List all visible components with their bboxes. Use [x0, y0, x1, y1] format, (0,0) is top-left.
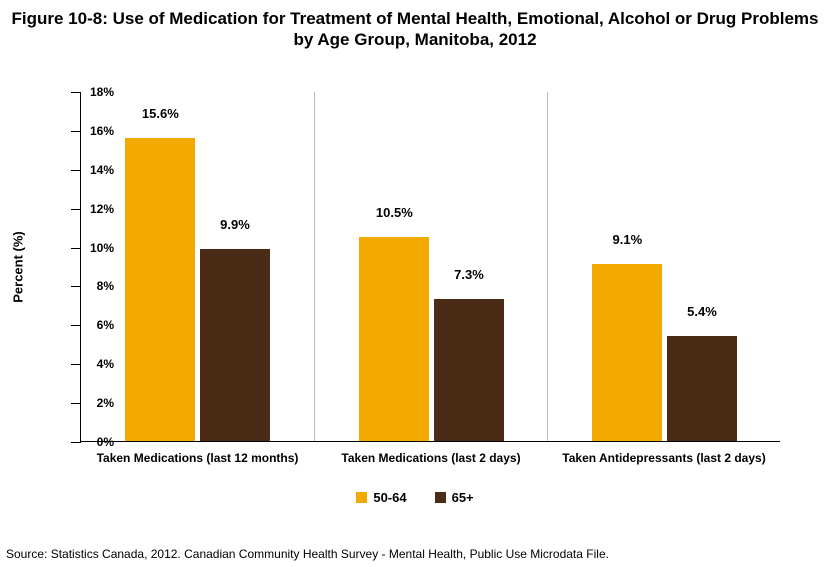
bar [359, 237, 429, 441]
y-tick-label: 12% [90, 202, 114, 216]
y-tick [71, 170, 81, 171]
y-tick-label: 4% [97, 357, 114, 371]
y-tick [71, 364, 81, 365]
y-tick-label: 18% [90, 85, 114, 99]
y-tick [71, 209, 81, 210]
bar [125, 138, 195, 441]
legend-item: 50-64 [356, 490, 406, 505]
legend-item: 65+ [435, 490, 474, 505]
bar-group: 10.5%7.3%Taken Medications (last 2 days) [314, 92, 547, 441]
y-tick [71, 92, 81, 93]
source-note: Source: Statistics Canada, 2012. Canadia… [6, 547, 609, 561]
y-tick [71, 248, 81, 249]
y-tick [71, 325, 81, 326]
y-tick [71, 286, 81, 287]
bar-value-label: 15.6% [142, 106, 179, 121]
bar-value-label: 10.5% [376, 205, 413, 220]
legend-label: 65+ [452, 490, 474, 505]
y-tick-label: 2% [97, 396, 114, 410]
bar-group: 9.1%5.4%Taken Antidepressants (last 2 da… [547, 92, 780, 441]
bar-value-label: 7.3% [454, 267, 484, 282]
legend-label: 50-64 [373, 490, 406, 505]
bar [667, 336, 737, 441]
bar-groups: 15.6%9.9%Taken Medications (last 12 mont… [81, 92, 780, 441]
plot-area: 15.6%9.9%Taken Medications (last 12 mont… [80, 92, 780, 442]
x-category-label: Taken Antidepressants (last 2 days) [548, 451, 780, 465]
y-axis-label: Percent (%) [11, 231, 26, 303]
bar [200, 249, 270, 442]
chart-title: Figure 10-8: Use of Medication for Treat… [0, 8, 830, 51]
legend-swatch [356, 492, 367, 503]
y-tick-label: 16% [90, 124, 114, 138]
x-category-label: Taken Medications (last 2 days) [315, 451, 547, 465]
figure: Figure 10-8: Use of Medication for Treat… [0, 0, 830, 567]
y-tick [71, 403, 81, 404]
bar [434, 299, 504, 441]
bar-value-label: 9.1% [613, 232, 643, 247]
legend: 50-64 65+ [0, 490, 830, 505]
bar-group: 15.6%9.9%Taken Medications (last 12 mont… [81, 92, 314, 441]
bar-value-label: 9.9% [220, 217, 250, 232]
x-category-label: Taken Medications (last 12 months) [81, 451, 314, 465]
y-tick-label: 6% [97, 318, 114, 332]
y-tick-label: 10% [90, 241, 114, 255]
bar-value-label: 5.4% [687, 304, 717, 319]
y-tick [71, 131, 81, 132]
y-tick-label: 14% [90, 163, 114, 177]
y-tick-label: 8% [97, 279, 114, 293]
y-tick [71, 442, 81, 443]
bar [592, 264, 662, 441]
legend-swatch [435, 492, 446, 503]
y-tick-label: 0% [97, 435, 114, 449]
